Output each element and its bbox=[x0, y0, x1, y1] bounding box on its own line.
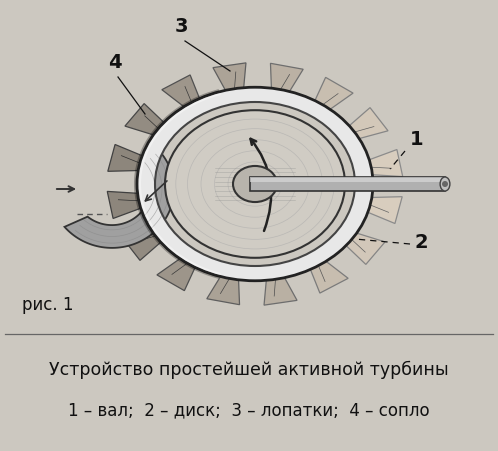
Bar bbox=[250, 178, 445, 192]
Text: 3: 3 bbox=[175, 17, 189, 36]
Text: 2: 2 bbox=[415, 232, 429, 252]
Polygon shape bbox=[315, 78, 353, 110]
Text: 4: 4 bbox=[108, 53, 122, 72]
Polygon shape bbox=[107, 192, 141, 219]
Text: Устройство простейшей активной турбины: Устройство простейшей активной турбины bbox=[49, 360, 449, 378]
Text: рис. 1: рис. 1 bbox=[22, 295, 74, 313]
Polygon shape bbox=[368, 197, 402, 224]
Polygon shape bbox=[137, 88, 373, 281]
Polygon shape bbox=[125, 104, 164, 136]
Text: 1 – вал;  2 – диск;  3 – лопатки;  4 – сопло: 1 – вал; 2 – диск; 3 – лопатки; 4 – сопл… bbox=[68, 400, 430, 418]
Polygon shape bbox=[349, 108, 388, 139]
Polygon shape bbox=[162, 76, 200, 107]
Bar bbox=[250, 178, 445, 183]
Polygon shape bbox=[65, 145, 174, 249]
Polygon shape bbox=[108, 145, 142, 172]
Ellipse shape bbox=[233, 166, 277, 202]
Text: 1: 1 bbox=[410, 130, 424, 149]
Circle shape bbox=[442, 182, 448, 188]
Polygon shape bbox=[157, 259, 195, 291]
Polygon shape bbox=[346, 234, 385, 265]
Polygon shape bbox=[207, 277, 240, 305]
Polygon shape bbox=[213, 64, 246, 91]
Polygon shape bbox=[264, 278, 297, 305]
Polygon shape bbox=[122, 230, 161, 261]
Ellipse shape bbox=[440, 178, 450, 192]
Polygon shape bbox=[270, 64, 303, 92]
Polygon shape bbox=[310, 262, 348, 294]
Polygon shape bbox=[369, 150, 403, 177]
Ellipse shape bbox=[165, 111, 345, 258]
